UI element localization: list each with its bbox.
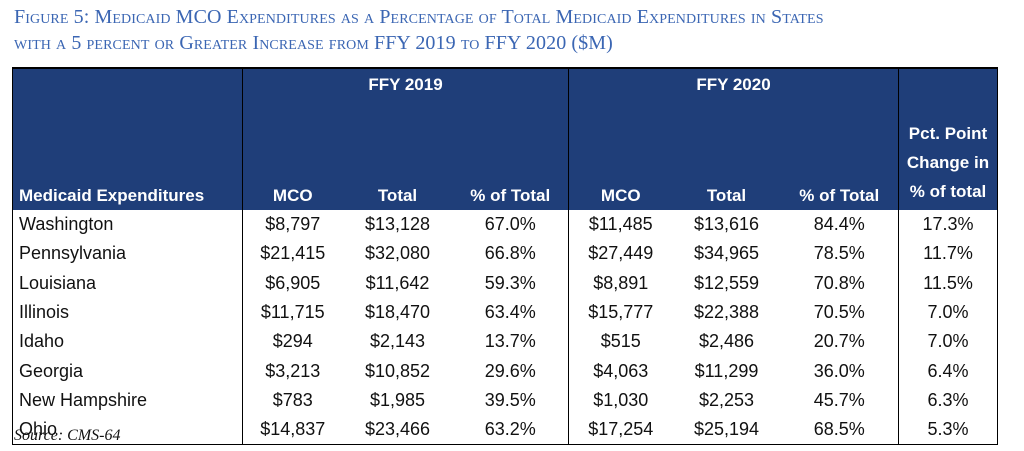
cell-pct-point-change: 6.3% bbox=[898, 385, 998, 416]
column-header-total-2020: Total bbox=[672, 119, 781, 210]
cell-pct-2020: 68.5% bbox=[780, 415, 899, 446]
figure-title-line-1: Figure 5: Medicaid MCO Expenditures as a… bbox=[14, 6, 824, 28]
cell-mco-2019: $21,415 bbox=[242, 239, 343, 269]
table-row: Idaho $294 $2,143 13.7% $515 $2,486 20.7% 7.0% bbox=[12, 327, 998, 357]
cell-pct-2020: 78.5% bbox=[780, 239, 899, 269]
header-blank-change bbox=[898, 67, 998, 119]
cell-state: Georgia bbox=[12, 356, 243, 386]
cell-pct-2020: 36.0% bbox=[780, 356, 899, 386]
cell-pct-2020: 84.4% bbox=[780, 210, 899, 240]
column-header-pct-2019: % of Total bbox=[452, 119, 569, 210]
cell-pct-2019: 39.5% bbox=[452, 385, 569, 416]
cell-mco-2019: $783 bbox=[242, 385, 343, 416]
cell-mco-2020: $27,449 bbox=[568, 239, 673, 269]
cell-pct-point-change: 5.3% bbox=[898, 415, 998, 446]
cell-state: Washington bbox=[12, 210, 243, 240]
table-row: Pennsylvania $21,415 $32,080 66.8% $27,449 $3… bbox=[12, 239, 998, 269]
cell-total-2019: $23,466 bbox=[342, 415, 453, 446]
cell-total-2020: $34,965 bbox=[693, 243, 760, 264]
column-header-mco-2019: MCO bbox=[242, 119, 343, 210]
table-row: New Hampshire $783 $1,985 39.5% $1,030 $2,253… bbox=[12, 385, 998, 416]
cell-pct-2019: 13.7% bbox=[452, 327, 569, 357]
cell-pct-point-change: 17.3% bbox=[898, 210, 998, 240]
cell-mco-2019: $8,797 bbox=[242, 210, 343, 240]
cell-total-2020: $13,616 bbox=[693, 214, 760, 235]
cell-mco-2020: $515 bbox=[568, 327, 673, 357]
cell-mco-2019: $6,905 bbox=[242, 268, 343, 298]
cell-mco-2019: $11,715 bbox=[242, 297, 343, 328]
cell-state: Pennsylvania bbox=[12, 239, 243, 269]
cell-pct-2019: 63.2% bbox=[452, 415, 569, 446]
table-row: Illinois $11,715 $18,470 63.4% $15,777 $22,38… bbox=[12, 297, 998, 328]
cell-total-2019: $11,642 bbox=[365, 272, 430, 293]
header-blank bbox=[12, 67, 243, 119]
cell-total-2020: $25,194 bbox=[672, 415, 781, 446]
cell-pct-2020: 70.5% bbox=[780, 297, 899, 328]
cell-pct-point-change: 11.5% bbox=[898, 268, 998, 298]
cell-pct-2019: 67.0% bbox=[452, 210, 569, 240]
cell-mco-2019: $14,837 bbox=[242, 415, 343, 446]
column-header-pct-point-change: Pct. Point Change in % of total bbox=[898, 119, 998, 210]
cell-total-2019: $1,985 bbox=[369, 389, 426, 410]
group-header-ffy2019: FFY 2019 bbox=[242, 67, 569, 119]
cell-pct-2020: 20.7% bbox=[780, 327, 899, 357]
cell-mco-2019: $3,213 bbox=[242, 356, 343, 386]
cell-mco-2020: $8,891 bbox=[568, 268, 673, 298]
cell-state: Louisiana bbox=[12, 268, 243, 298]
cell-pct-2019: 63.4% bbox=[452, 297, 569, 328]
cell-total-2019: $32,080 bbox=[364, 243, 431, 264]
cell-mco-2020: $4,063 bbox=[568, 356, 673, 386]
cell-total-2020: $2,253 bbox=[698, 389, 755, 410]
cell-pct-point-change: 11.7% bbox=[898, 239, 998, 269]
cell-total-2019: $2,143 bbox=[369, 331, 426, 352]
column-header-state: Medicaid Expenditures bbox=[12, 119, 243, 210]
cell-mco-2020: $11,485 bbox=[568, 210, 673, 240]
cell-pct-2019: 66.8% bbox=[452, 239, 569, 269]
cell-mco-2020: $1,030 bbox=[568, 385, 673, 416]
column-header-mco-2020: MCO bbox=[568, 119, 673, 210]
cell-pct-point-change: 6.4% bbox=[898, 356, 998, 386]
cell-pct-2019: 59.3% bbox=[452, 268, 569, 298]
cell-state: Illinois bbox=[12, 297, 243, 328]
cell-total-2019: $13,128 bbox=[364, 214, 431, 235]
cell-total-2020: $11,299 bbox=[694, 360, 759, 381]
cell-total-2019: $18,470 bbox=[364, 302, 431, 323]
cell-pct-2019: 29.6% bbox=[452, 356, 569, 386]
cell-state: New Hampshire bbox=[12, 385, 243, 416]
cell-state: Idaho bbox=[12, 327, 243, 357]
cell-total-2020: $2,486 bbox=[698, 331, 755, 352]
cell-total-2019: $10,852 bbox=[364, 360, 431, 381]
table-row: Louisiana $6,905 $11,642 59.3% $8,891 $12,559… bbox=[12, 268, 998, 298]
cell-mco-2020: $15,777 bbox=[568, 297, 673, 328]
group-header-ffy2020: FFY 2020 bbox=[568, 67, 899, 119]
cell-mco-2020: $17,254 bbox=[568, 415, 673, 446]
expenditures-table: FFY 2019 FFY 2020 Medicaid Expenditures … bbox=[12, 67, 998, 446]
cell-mco-2019: $294 bbox=[242, 327, 343, 357]
figure-title-line-2: with a 5 percent or Greater Increase fro… bbox=[14, 32, 613, 54]
cell-pct-point-change: 7.0% bbox=[898, 327, 998, 357]
cell-pct-2020: 70.8% bbox=[780, 268, 899, 298]
table-row: Washington $8,797 $13,128 67.0% $11,485 $13,6… bbox=[12, 210, 998, 240]
cell-pct-2020: 45.7% bbox=[780, 385, 899, 416]
cell-pct-point-change: 7.0% bbox=[898, 297, 998, 328]
table-row: Georgia $3,213 $10,852 29.6% $4,063 $11,299 36… bbox=[12, 356, 998, 386]
column-header-total-2019: Total bbox=[342, 119, 453, 210]
table-row: Ohio $14,837 $23,466 63.2% $17,254 $25,194 68.… bbox=[12, 415, 998, 446]
cell-state: Ohio bbox=[12, 415, 243, 446]
figure-title: Figure 5: Medicaid MCO Expenditures as a… bbox=[14, 4, 1014, 56]
cell-total-2020: $22,388 bbox=[693, 302, 760, 323]
cell-total-2020: $12,559 bbox=[693, 272, 760, 293]
source-note: Source: CMS-64 bbox=[14, 427, 121, 444]
column-header-pct-2020: % of Total bbox=[780, 119, 899, 210]
